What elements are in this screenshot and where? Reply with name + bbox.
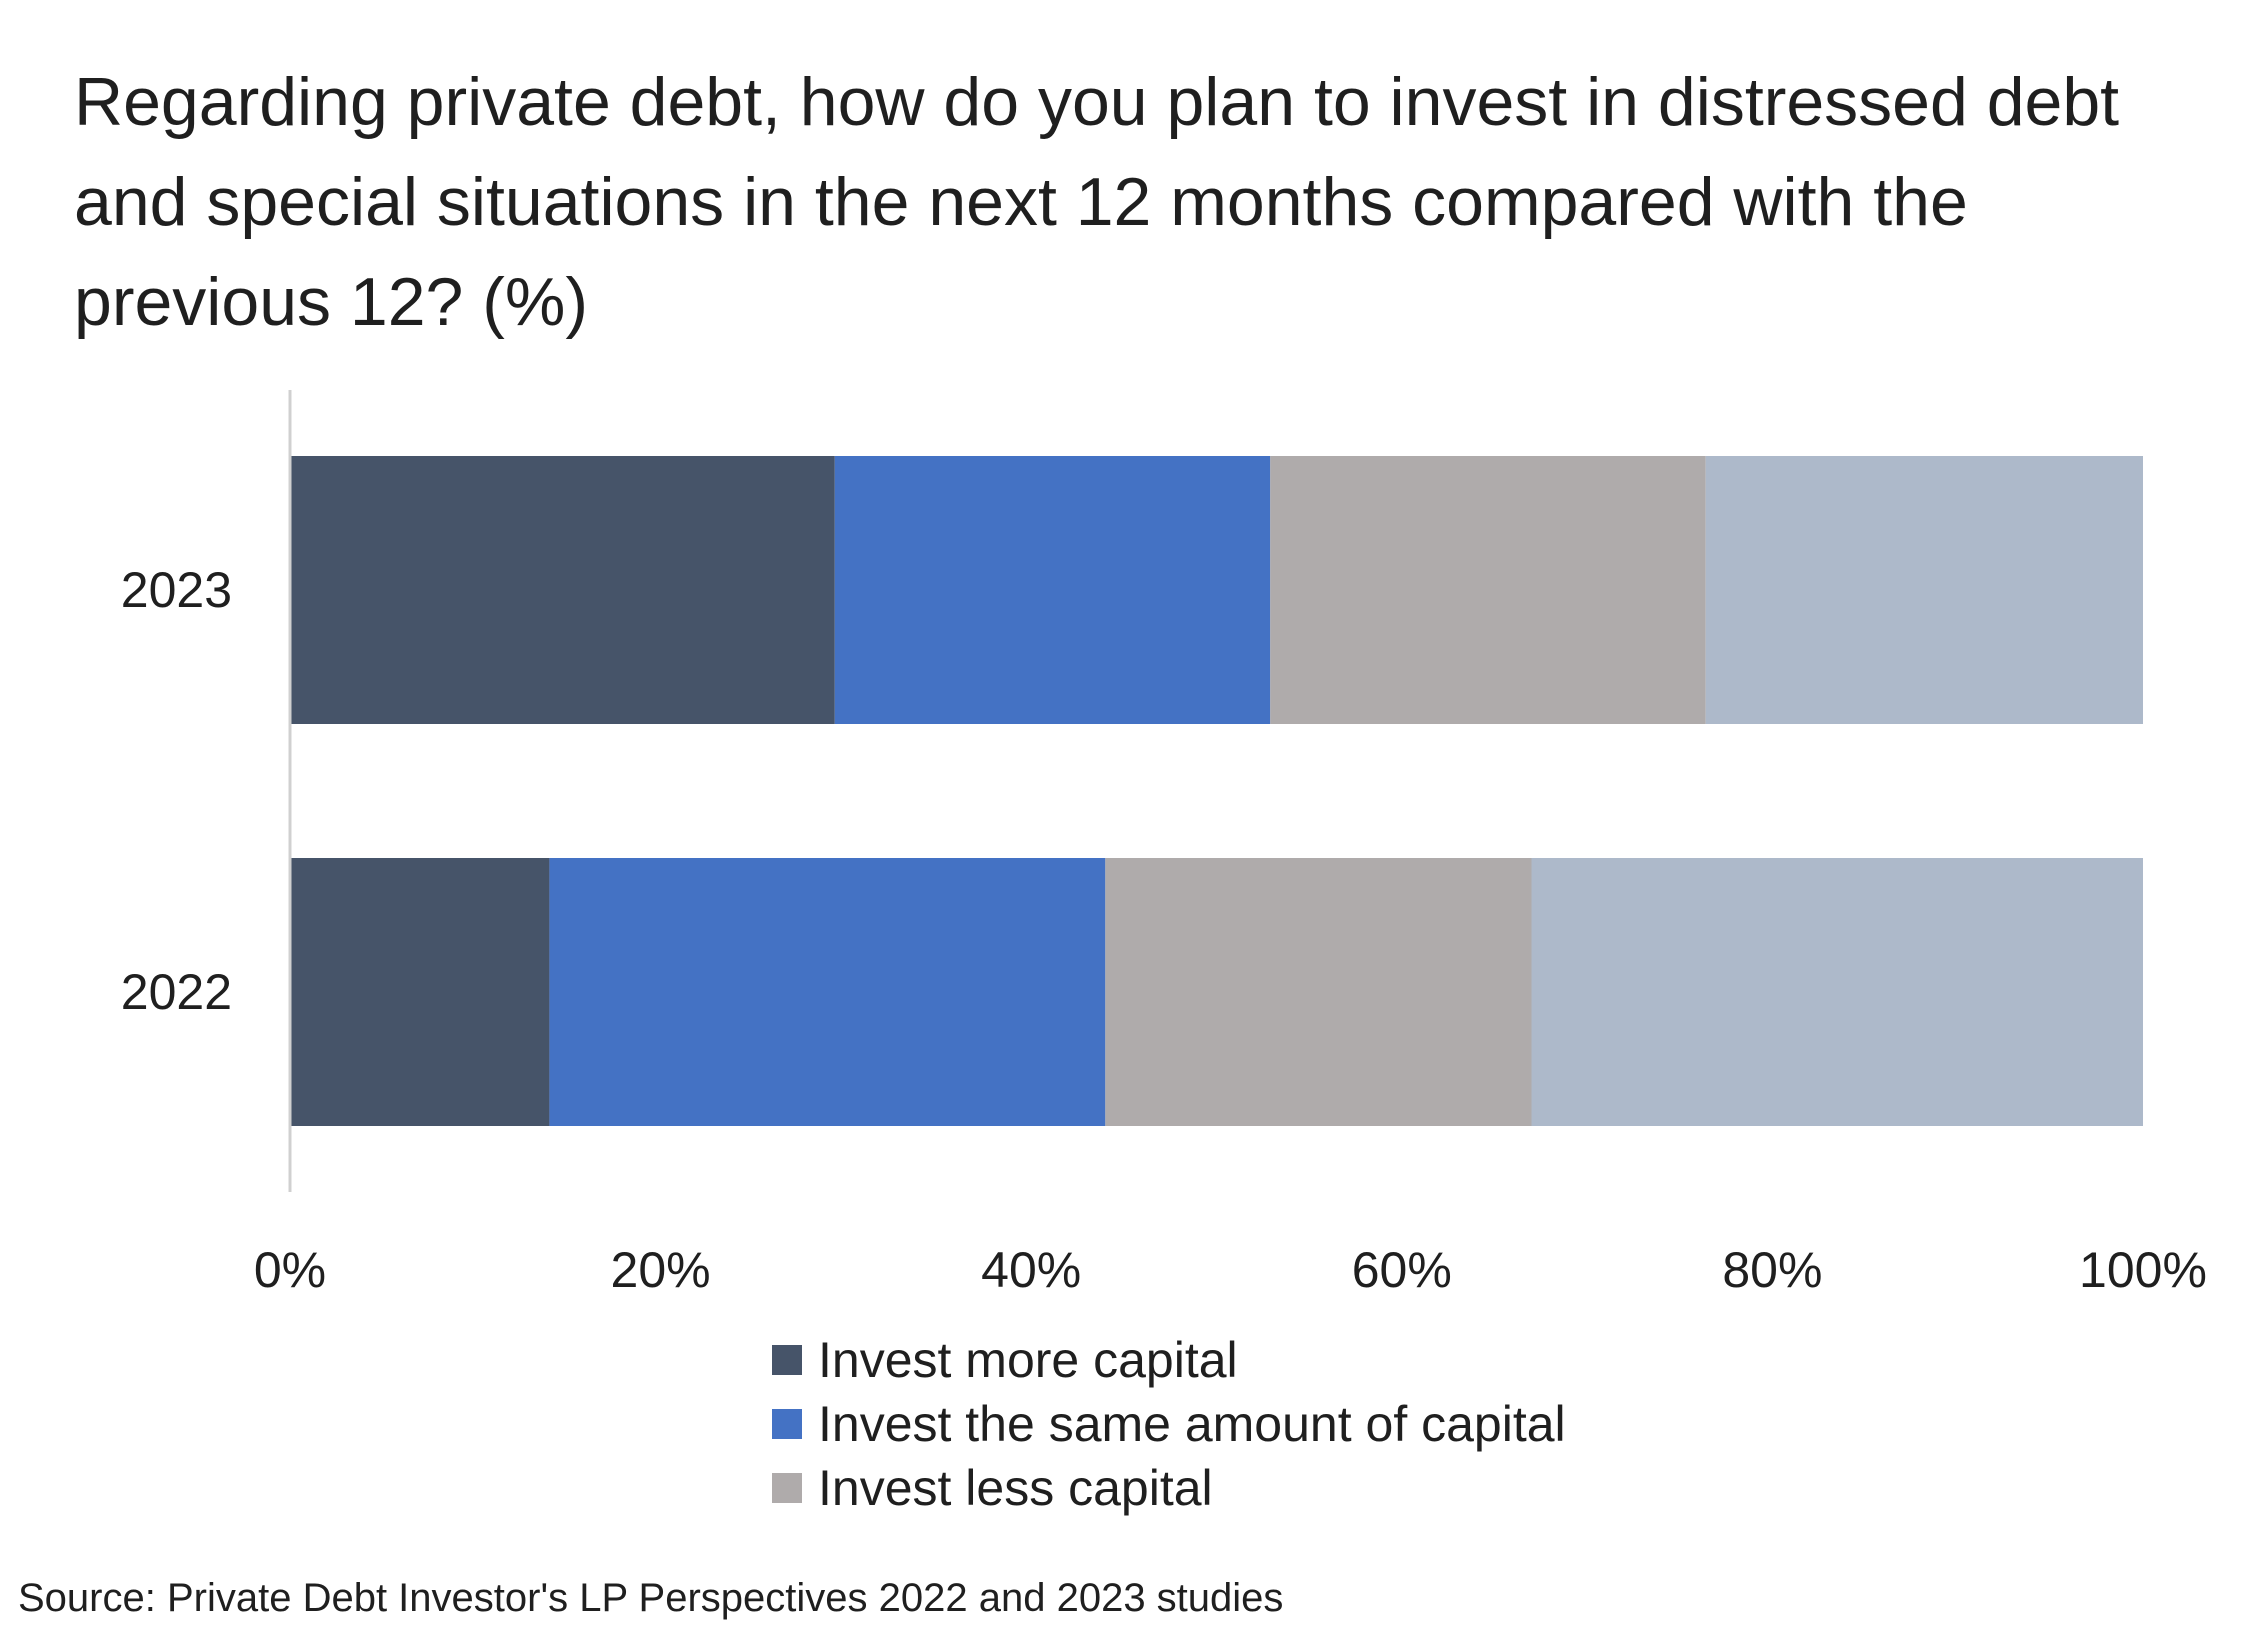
y-tick-label-2023: 2023 — [121, 562, 232, 618]
x-tick-label: 0% — [254, 1242, 326, 1298]
x-tick-label: 20% — [611, 1242, 711, 1298]
legend-label: Invest more capital — [818, 1332, 1238, 1388]
legend-swatch — [772, 1473, 802, 1503]
legend-item: Invest the same amount of capital — [772, 1392, 1566, 1456]
x-tick-label: 100% — [2079, 1242, 2207, 1298]
bar-2022-series-3 — [1105, 858, 1532, 1126]
bar-2023-series-4 — [1705, 456, 2143, 724]
bar-2022-series-4 — [1531, 858, 2143, 1126]
legend-item: Invest more capital — [772, 1328, 1566, 1392]
bar-2023-series-2 — [834, 456, 1271, 724]
legend: Invest more capital Invest the same amoun… — [772, 1328, 1566, 1520]
chart-title: Regarding private debt, how do you plan … — [74, 64, 2120, 340]
bar-2023-series-1 — [290, 456, 835, 724]
legend-swatch — [772, 1409, 802, 1439]
bar-2023-series-3 — [1270, 456, 1706, 724]
x-tick-label: 40% — [981, 1242, 1081, 1298]
bar-2022-series-1 — [290, 858, 550, 1126]
legend-swatch — [772, 1345, 802, 1375]
legend-label: Invest the same amount of capital — [818, 1396, 1566, 1452]
x-tick-label: 80% — [1722, 1242, 1822, 1298]
bar-2022-series-2 — [549, 858, 1106, 1126]
x-tick-label: 60% — [1352, 1242, 1452, 1298]
source-note: Source: Private Debt Investor's LP Persp… — [18, 1576, 1284, 1620]
legend-item: Invest less capital — [772, 1456, 1566, 1520]
legend-label: Invest less capital — [818, 1460, 1213, 1516]
y-tick-label-2022: 2022 — [121, 964, 232, 1020]
